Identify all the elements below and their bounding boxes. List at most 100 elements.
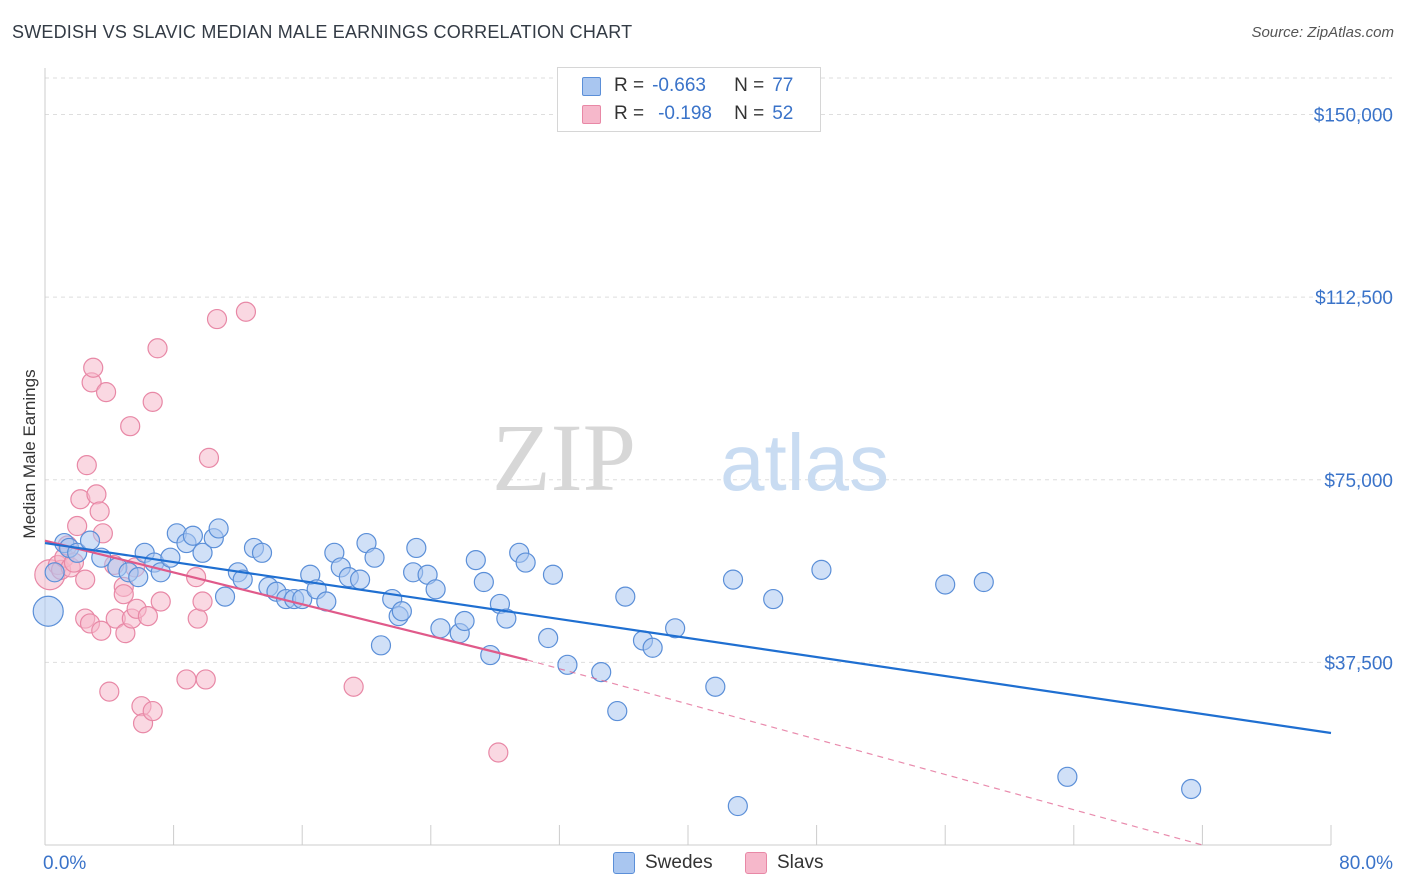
- swedes-point: [465, 550, 486, 571]
- swedes-point: [705, 676, 726, 697]
- swedes-points: [32, 518, 1202, 817]
- swedes-point: [591, 662, 612, 683]
- tick-labels: $37,500 $75,000 $112,500 $150,000 0.0% 80.0%: [43, 106, 1393, 874]
- legend-r-value: -0.663: [652, 75, 706, 96]
- y-tick-label: $75,000: [1324, 471, 1393, 492]
- swedes-point: [251, 542, 273, 563]
- swedes-point: [79, 530, 101, 551]
- chart-title: SWEDISH VS SLAVIC MEDIAN MALE EARNINGS C…: [12, 22, 633, 42]
- y-axis-label: Median Male Earnings: [20, 369, 39, 539]
- legend-r-label: R =: [614, 103, 645, 124]
- swedes-point: [1057, 766, 1078, 787]
- swedes-point: [160, 547, 181, 568]
- swedes-point: [391, 601, 412, 622]
- slavs-trend-line: [44, 539, 528, 662]
- y-tick-label: $37,500: [1324, 653, 1393, 674]
- legend-label-swedes: Swedes: [645, 852, 713, 873]
- slavs-point: [75, 569, 96, 590]
- legend-row-swedes: R = -0.663 N = 77: [582, 73, 793, 99]
- slavs-point: [113, 584, 134, 605]
- swedes-point: [44, 562, 65, 583]
- x-tick-label: 0.0%: [43, 853, 86, 874]
- swedes-point: [722, 569, 744, 590]
- slavs-point: [86, 484, 107, 505]
- swedes-point: [473, 571, 494, 593]
- trend-lines: [44, 539, 1332, 846]
- legend-n-value: 52: [772, 103, 794, 124]
- legend-n-label: N =: [734, 103, 765, 124]
- slavs-point: [195, 669, 216, 690]
- swedes-point: [208, 518, 229, 539]
- slavs-trend-extension: [527, 659, 1203, 846]
- swedes-point: [615, 586, 636, 607]
- watermark-atlas: atlas: [720, 418, 889, 507]
- swedes-point: [128, 567, 149, 588]
- slavs-point: [137, 606, 158, 627]
- slavs-point: [83, 357, 104, 378]
- swedes-point: [665, 618, 686, 639]
- swedes-point: [32, 595, 64, 627]
- slavs-point: [343, 676, 364, 697]
- swedes-point: [425, 579, 446, 600]
- legend-label-slavs: Slavs: [777, 852, 824, 873]
- swedes-point: [406, 537, 427, 559]
- slavs-point: [187, 608, 208, 629]
- swedes-point: [430, 618, 451, 639]
- slavs-point: [176, 669, 197, 690]
- swedes-point: [935, 574, 956, 595]
- watermark-zip: ZIP: [492, 404, 636, 511]
- slavs-point: [91, 620, 112, 641]
- series-legend: Swedes Slavs: [0, 852, 1406, 878]
- slavs-point: [488, 742, 509, 763]
- swedes-point: [642, 637, 663, 658]
- slavs-point: [198, 447, 220, 468]
- slavs-points: [34, 301, 509, 763]
- slavs-point: [206, 308, 228, 330]
- slavs-point: [142, 700, 163, 722]
- swedes-point: [192, 542, 213, 563]
- slavs-point: [120, 416, 141, 437]
- swedes-point: [182, 525, 203, 546]
- slavs-point: [76, 455, 97, 476]
- swedes-point: [973, 571, 994, 593]
- swedes-point: [1181, 778, 1202, 800]
- slavs-point: [147, 338, 168, 359]
- slavs-point: [192, 591, 213, 612]
- swedes-point: [454, 610, 475, 632]
- source-label: Source: ZipAtlas.com: [1251, 24, 1394, 41]
- legend-item-swedes[interactable]: Swedes: [613, 852, 713, 874]
- swedes-legend-swatch: [613, 852, 635, 874]
- swedes-point: [811, 559, 832, 580]
- swedes-point: [607, 700, 628, 722]
- legend-n-label: N =: [734, 75, 765, 96]
- legend-r-label: R =: [614, 75, 645, 96]
- y-tick-label: $150,000: [1314, 106, 1393, 127]
- legend-row-slavs: R = -0.198 N = 52: [582, 101, 793, 127]
- swedes-point: [538, 627, 559, 649]
- y-tick-label: $112,500: [1315, 288, 1393, 309]
- slavs-point: [150, 591, 171, 612]
- slavs-point: [235, 301, 257, 322]
- slavs-swatch: [582, 104, 601, 124]
- legend-n-value: 77: [772, 75, 794, 96]
- watermark: ZIP atlas: [492, 404, 889, 511]
- swedes-point: [763, 588, 784, 610]
- slavs-point: [142, 391, 163, 412]
- x-tick-label: 80.0%: [1339, 853, 1393, 874]
- swedes-point: [370, 635, 392, 656]
- swedes-point: [496, 608, 517, 629]
- slavs-point: [95, 382, 117, 403]
- legend-item-slavs[interactable]: Slavs: [745, 852, 823, 874]
- legend-r-value: -0.198: [658, 103, 712, 124]
- swedes-point: [542, 564, 564, 585]
- swedes-point: [364, 547, 385, 568]
- slavs-point: [99, 681, 120, 702]
- slavs-legend-swatch: [745, 852, 767, 874]
- swedes-point: [349, 569, 371, 590]
- swedes-point: [727, 795, 748, 817]
- swedes-point: [557, 654, 578, 675]
- slavs-point: [89, 501, 110, 522]
- swedes-swatch: [582, 76, 601, 96]
- axes: [44, 68, 1332, 846]
- swedes-point: [515, 552, 536, 573]
